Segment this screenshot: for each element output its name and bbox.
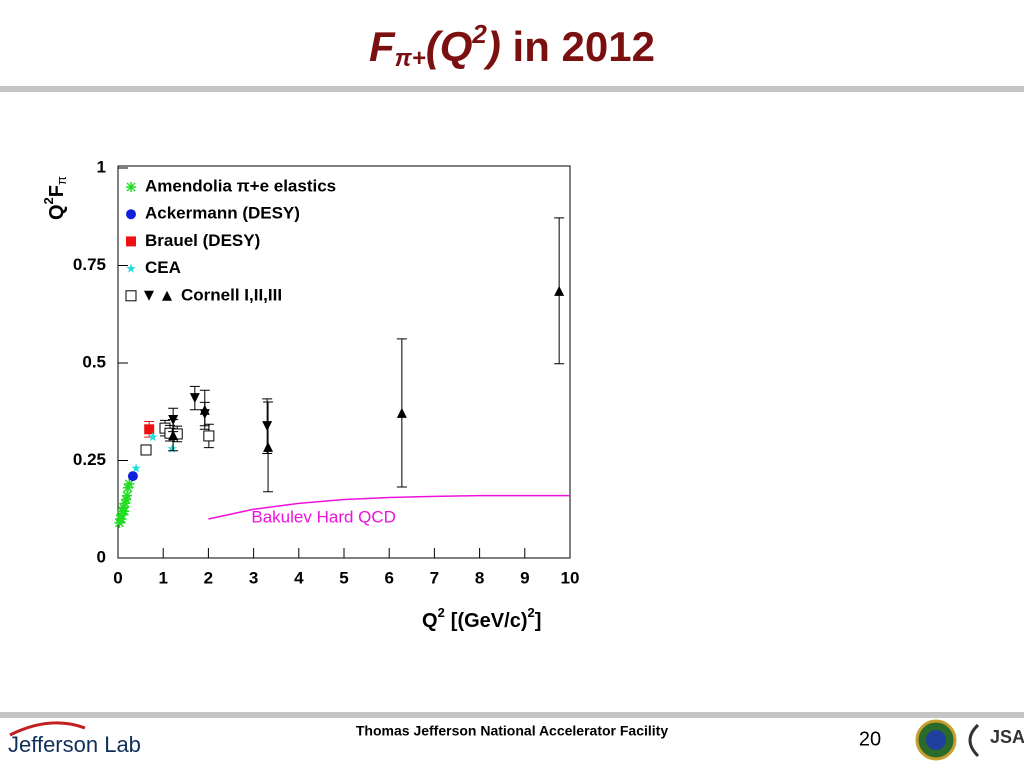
x-tick-label: 9 [520,568,529,587]
y-label-sup: 2 [41,197,56,204]
marker [131,463,141,473]
marker [148,432,158,442]
title-part: (Q [426,23,473,71]
legend-marker [126,209,136,220]
y-label-part: Q [46,204,68,220]
marker [118,502,129,513]
y-tick-label: 0.75 [73,255,106,274]
legend-marker [126,263,136,273]
page-number: 20 [859,728,881,750]
x-tick-label: 8 [475,568,484,587]
marker [203,430,215,442]
y-label-part: F [46,185,68,197]
legend-label: Cornell I,II,III [181,285,282,304]
marker [189,393,200,404]
legend-marker [126,236,136,247]
marker [168,430,179,441]
x-tick-label: 10 [561,568,580,587]
marker [262,421,273,432]
marker [199,404,210,415]
marker [554,285,565,296]
marker [121,494,132,505]
marker [116,514,127,524]
x-label-part: Q [422,610,438,632]
slide-title: Fπ+(Q2) in 2012 [369,19,655,72]
x-tick-label: 3 [249,568,258,587]
y-axis-label: Q2Fπ [41,176,69,220]
legend-marker [125,290,137,302]
x-label-part: [(GeV/c) [451,610,528,632]
footer-bar [0,712,1024,718]
legend-label: Ackermann (DESY) [145,204,300,223]
y-label-sub: π [54,176,69,185]
title-part: in 2012 [501,23,655,70]
legend-label: Amendolia π+e elastics [145,176,336,195]
legend-marker [162,290,172,301]
marker [140,444,152,456]
logo-left: Jefferson Lab [8,732,141,757]
y-tick-label: 0.25 [73,450,106,469]
legend-marker [126,182,136,192]
legend-marker [144,290,154,301]
x-tick-label: 1 [158,568,167,587]
footer-org: Thomas Jefferson National Accelerator Fa… [356,723,668,739]
title-sup: 2 [471,19,487,49]
title-part: ) [483,23,501,70]
marker [120,498,131,509]
logo-swoosh [9,721,86,737]
title-part: F [369,23,396,70]
marker [122,482,133,493]
legend-label: CEA [145,258,181,277]
jsa-swoosh [968,723,980,758]
curve-label: Bakulev Hard QCD [251,507,396,526]
title-sub: π+ [395,45,426,72]
marker [124,478,135,489]
y-tick-label: 1 [97,157,106,176]
y-tick-label: 0.5 [82,352,106,371]
x-tick-label: 7 [430,568,439,587]
marker [167,443,177,453]
x-tick-label: 6 [384,568,393,587]
x-tick-label: 4 [294,568,304,587]
x-label-sup: 2 [527,605,534,620]
marker [144,424,155,435]
x-tick-label: 5 [339,568,348,587]
legend-label: Brauel (DESY) [145,231,260,250]
logo-right: JSA [990,727,1024,747]
x-label-part: ] [535,610,542,632]
marker [263,441,274,452]
x-tick-label: 0 [113,568,122,587]
marker [119,506,130,517]
x-tick-label: 2 [204,568,213,587]
y-tick-label: 0 [97,547,106,566]
marker [127,471,138,482]
x-label-sup: 2 [438,605,445,620]
marker [122,490,133,501]
doe-logo-center [926,730,946,750]
x-axis-label: Q2 [(GeV/c)2] [422,605,541,632]
marker [396,407,407,418]
marker [114,517,125,528]
curve [208,494,570,520]
header-bar [0,86,1024,92]
